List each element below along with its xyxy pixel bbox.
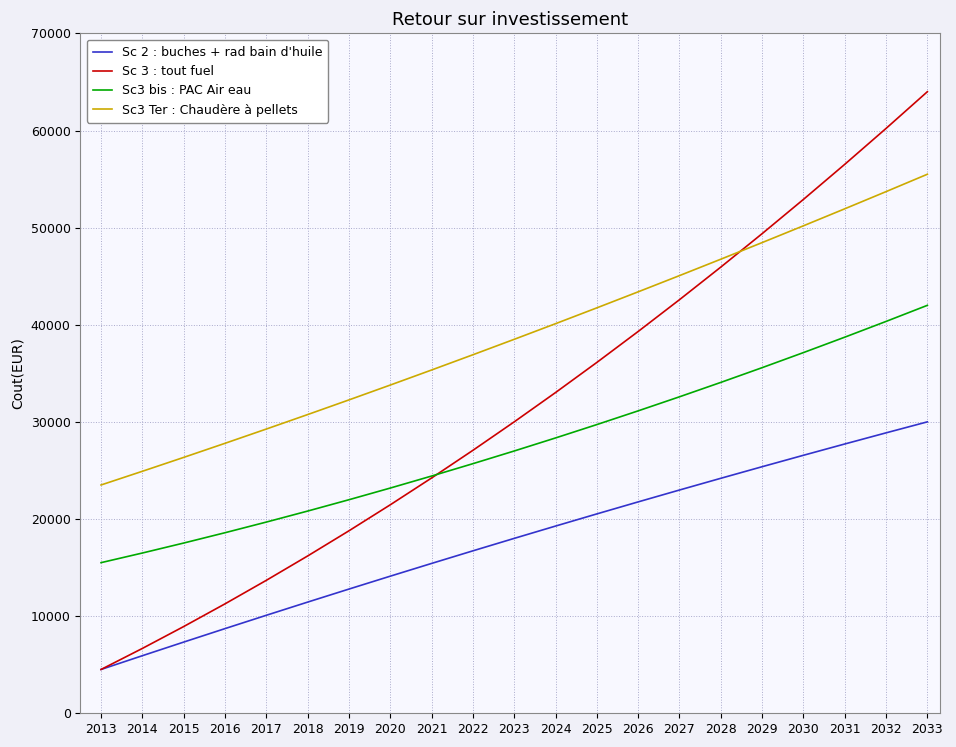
Sc3 bis : PAC Air eau: (2.02e+03, 2.44e+04): PAC Air eau: (2.02e+03, 2.44e+04) bbox=[425, 471, 437, 480]
Sc 2 : buches + rad bain d'huile: (2.03e+03, 2.77e+04): buches + rad bain d'huile: (2.03e+03, 2.… bbox=[839, 439, 851, 448]
Sc3 Ter : Chaudère à pellets: (2.03e+03, 5.55e+04): Chaudère à pellets: (2.03e+03, 5.55e+04) bbox=[922, 170, 933, 179]
Sc 3 : tout fuel: (2.03e+03, 6.4e+04): tout fuel: (2.03e+03, 6.4e+04) bbox=[922, 87, 933, 96]
Sc3 bis : PAC Air eau: (2.02e+03, 2.83e+04): PAC Air eau: (2.02e+03, 2.83e+04) bbox=[550, 433, 561, 442]
Sc3 bis : PAC Air eau: (2.03e+03, 3.26e+04): PAC Air eau: (2.03e+03, 3.26e+04) bbox=[674, 392, 685, 401]
Sc3 Ter : Chaudère à pellets: (2.02e+03, 3.08e+04): Chaudère à pellets: (2.02e+03, 3.08e+04) bbox=[302, 410, 314, 419]
Sc 2 : buches + rad bain d'huile: (2.02e+03, 1.67e+04): buches + rad bain d'huile: (2.02e+03, 1.… bbox=[467, 546, 479, 555]
Sc 2 : buches + rad bain d'huile: (2.02e+03, 8.71e+03): buches + rad bain d'huile: (2.02e+03, 8.… bbox=[219, 624, 230, 633]
Sc 2 : buches + rad bain d'huile: (2.03e+03, 2.18e+04): buches + rad bain d'huile: (2.03e+03, 2.… bbox=[633, 498, 644, 506]
Sc 3 : tout fuel: (2.03e+03, 5.65e+04): tout fuel: (2.03e+03, 5.65e+04) bbox=[839, 160, 851, 169]
Sc 2 : buches + rad bain d'huile: (2.02e+03, 1.54e+04): buches + rad bain d'huile: (2.02e+03, 1.… bbox=[425, 559, 437, 568]
Sc 3 : tout fuel: (2.02e+03, 2.71e+04): tout fuel: (2.02e+03, 2.71e+04) bbox=[467, 446, 479, 455]
Sc3 bis : PAC Air eau: (2.01e+03, 1.55e+04): PAC Air eau: (2.01e+03, 1.55e+04) bbox=[96, 558, 107, 567]
Sc 3 : tout fuel: (2.02e+03, 3e+04): tout fuel: (2.02e+03, 3e+04) bbox=[509, 418, 520, 427]
Sc3 Ter : Chaudère à pellets: (2.02e+03, 2.93e+04): Chaudère à pellets: (2.02e+03, 2.93e+04) bbox=[261, 424, 272, 433]
Sc3 bis : PAC Air eau: (2.02e+03, 1.86e+04): PAC Air eau: (2.02e+03, 1.86e+04) bbox=[219, 528, 230, 537]
Sc3 Ter : Chaudère à pellets: (2.03e+03, 4.68e+04): Chaudère à pellets: (2.03e+03, 4.68e+04) bbox=[715, 255, 727, 264]
Sc 3 : tout fuel: (2.03e+03, 4.94e+04): tout fuel: (2.03e+03, 4.94e+04) bbox=[756, 229, 768, 238]
Sc3 Ter : Chaudère à pellets: (2.03e+03, 4.51e+04): Chaudère à pellets: (2.03e+03, 4.51e+04) bbox=[674, 271, 685, 280]
Sc 2 : buches + rad bain d'huile: (2.03e+03, 2.42e+04): buches + rad bain d'huile: (2.03e+03, 2.… bbox=[715, 474, 727, 483]
Sc3 Ter : Chaudère à pellets: (2.02e+03, 3.23e+04): Chaudère à pellets: (2.02e+03, 3.23e+04) bbox=[343, 395, 355, 404]
Sc3 Ter : Chaudère à pellets: (2.03e+03, 5.19e+04): Chaudère à pellets: (2.03e+03, 5.19e+04) bbox=[839, 205, 851, 214]
Sc 3 : tout fuel: (2.01e+03, 6.67e+03): tout fuel: (2.01e+03, 6.67e+03) bbox=[137, 644, 148, 653]
Sc3 Ter : Chaudère à pellets: (2.03e+03, 5.37e+04): Chaudère à pellets: (2.03e+03, 5.37e+04) bbox=[880, 187, 892, 196]
Sc 2 : buches + rad bain d'huile: (2.01e+03, 5.92e+03): buches + rad bain d'huile: (2.01e+03, 5.… bbox=[137, 651, 148, 660]
Sc 3 : tout fuel: (2.03e+03, 4.59e+04): tout fuel: (2.03e+03, 4.59e+04) bbox=[715, 263, 727, 272]
Sc 3 : tout fuel: (2.03e+03, 4.26e+04): tout fuel: (2.03e+03, 4.26e+04) bbox=[674, 295, 685, 304]
Sc3 bis : PAC Air eau: (2.03e+03, 3.71e+04): PAC Air eau: (2.03e+03, 3.71e+04) bbox=[797, 348, 809, 357]
Sc 3 : tout fuel: (2.02e+03, 1.88e+04): tout fuel: (2.02e+03, 1.88e+04) bbox=[343, 527, 355, 536]
Sc3 Ter : Chaudère à pellets: (2.02e+03, 3.38e+04): Chaudère à pellets: (2.02e+03, 3.38e+04) bbox=[384, 380, 396, 389]
Sc3 bis : PAC Air eau: (2.02e+03, 1.97e+04): PAC Air eau: (2.02e+03, 1.97e+04) bbox=[261, 518, 272, 527]
Sc 2 : buches + rad bain d'huile: (2.02e+03, 1.8e+04): buches + rad bain d'huile: (2.02e+03, 1.… bbox=[509, 534, 520, 543]
Sc3 Ter : Chaudère à pellets: (2.02e+03, 4.17e+04): Chaudère à pellets: (2.02e+03, 4.17e+04) bbox=[591, 303, 602, 312]
Sc 2 : buches + rad bain d'huile: (2.01e+03, 4.5e+03): buches + rad bain d'huile: (2.01e+03, 4.… bbox=[96, 665, 107, 674]
Sc3 bis : PAC Air eau: (2.03e+03, 4.2e+04): PAC Air eau: (2.03e+03, 4.2e+04) bbox=[922, 301, 933, 310]
Sc3 bis : PAC Air eau: (2.02e+03, 2.08e+04): PAC Air eau: (2.02e+03, 2.08e+04) bbox=[302, 506, 314, 515]
Sc3 bis : PAC Air eau: (2.02e+03, 2.2e+04): PAC Air eau: (2.02e+03, 2.2e+04) bbox=[343, 495, 355, 504]
Sc 3 : tout fuel: (2.02e+03, 1.13e+04): tout fuel: (2.02e+03, 1.13e+04) bbox=[219, 599, 230, 608]
Sc 2 : buches + rad bain d'huile: (2.03e+03, 3e+04): buches + rad bain d'huile: (2.03e+03, 3e… bbox=[922, 418, 933, 427]
Sc3 bis : PAC Air eau: (2.03e+03, 3.87e+04): PAC Air eau: (2.03e+03, 3.87e+04) bbox=[839, 332, 851, 341]
Legend: Sc 2 : buches + rad bain d'huile, Sc 3 : tout fuel, Sc3 bis : PAC Air eau, Sc3 T: Sc 2 : buches + rad bain d'huile, Sc 3 :… bbox=[87, 40, 329, 123]
Sc3 bis : PAC Air eau: (2.02e+03, 2.97e+04): PAC Air eau: (2.02e+03, 2.97e+04) bbox=[591, 420, 602, 429]
Sc3 Ter : Chaudère à pellets: (2.02e+03, 2.63e+04): Chaudère à pellets: (2.02e+03, 2.63e+04) bbox=[178, 453, 189, 462]
Title: Retour sur investissement: Retour sur investissement bbox=[392, 11, 628, 29]
Sc3 Ter : Chaudère à pellets: (2.03e+03, 4.85e+04): Chaudère à pellets: (2.03e+03, 4.85e+04) bbox=[756, 238, 768, 247]
Sc3 Ter : Chaudère à pellets: (2.03e+03, 4.34e+04): Chaudère à pellets: (2.03e+03, 4.34e+04) bbox=[633, 288, 644, 297]
Sc3 Ter : Chaudère à pellets: (2.02e+03, 3.53e+04): Chaudère à pellets: (2.02e+03, 3.53e+04) bbox=[425, 365, 437, 374]
Sc 3 : tout fuel: (2.02e+03, 2.42e+04): tout fuel: (2.02e+03, 2.42e+04) bbox=[425, 474, 437, 483]
Sc 3 : tout fuel: (2.03e+03, 6.02e+04): tout fuel: (2.03e+03, 6.02e+04) bbox=[880, 124, 892, 133]
Sc 2 : buches + rad bain d'huile: (2.02e+03, 1.28e+04): buches + rad bain d'huile: (2.02e+03, 1.… bbox=[343, 585, 355, 594]
Sc 2 : buches + rad bain d'huile: (2.02e+03, 2.05e+04): buches + rad bain d'huile: (2.02e+03, 2.… bbox=[591, 509, 602, 518]
Sc3 Ter : Chaudère à pellets: (2.01e+03, 2.49e+04): Chaudère à pellets: (2.01e+03, 2.49e+04) bbox=[137, 467, 148, 476]
Sc3 bis : PAC Air eau: (2.02e+03, 1.75e+04): PAC Air eau: (2.02e+03, 1.75e+04) bbox=[178, 539, 189, 548]
Sc 2 : buches + rad bain d'huile: (2.02e+03, 1.41e+04): buches + rad bain d'huile: (2.02e+03, 1.… bbox=[384, 571, 396, 580]
Sc3 bis : PAC Air eau: (2.03e+03, 4.03e+04): PAC Air eau: (2.03e+03, 4.03e+04) bbox=[880, 317, 892, 326]
Sc3 bis : PAC Air eau: (2.03e+03, 3.11e+04): PAC Air eau: (2.03e+03, 3.11e+04) bbox=[633, 406, 644, 415]
Sc 3 : tout fuel: (2.02e+03, 8.92e+03): tout fuel: (2.02e+03, 8.92e+03) bbox=[178, 622, 189, 631]
Sc 2 : buches + rad bain d'huile: (2.03e+03, 2.3e+04): buches + rad bain d'huile: (2.03e+03, 2.… bbox=[674, 486, 685, 495]
Sc3 bis : PAC Air eau: (2.02e+03, 2.32e+04): PAC Air eau: (2.02e+03, 2.32e+04) bbox=[384, 483, 396, 492]
Sc 2 : buches + rad bain d'huile: (2.02e+03, 1.01e+04): buches + rad bain d'huile: (2.02e+03, 1.… bbox=[261, 611, 272, 620]
Sc3 bis : PAC Air eau: (2.02e+03, 2.7e+04): PAC Air eau: (2.02e+03, 2.7e+04) bbox=[509, 447, 520, 456]
Sc 3 : tout fuel: (2.02e+03, 3.61e+04): tout fuel: (2.02e+03, 3.61e+04) bbox=[591, 358, 602, 367]
Sc3 Ter : Chaudère à pellets: (2.02e+03, 3.69e+04): Chaudère à pellets: (2.02e+03, 3.69e+04) bbox=[467, 350, 479, 359]
Sc 2 : buches + rad bain d'huile: (2.03e+03, 2.54e+04): buches + rad bain d'huile: (2.03e+03, 2.… bbox=[756, 462, 768, 471]
Sc3 bis : PAC Air eau: (2.02e+03, 2.57e+04): PAC Air eau: (2.02e+03, 2.57e+04) bbox=[467, 459, 479, 468]
Sc3 Ter : Chaudère à pellets: (2.01e+03, 2.35e+04): Chaudère à pellets: (2.01e+03, 2.35e+04) bbox=[96, 480, 107, 489]
Sc3 bis : PAC Air eau: (2.03e+03, 3.56e+04): PAC Air eau: (2.03e+03, 3.56e+04) bbox=[756, 363, 768, 372]
Sc 3 : tout fuel: (2.02e+03, 2.15e+04): tout fuel: (2.02e+03, 2.15e+04) bbox=[384, 500, 396, 509]
Sc 3 : tout fuel: (2.02e+03, 3.3e+04): tout fuel: (2.02e+03, 3.3e+04) bbox=[550, 388, 561, 397]
Line: Sc 3 : tout fuel: Sc 3 : tout fuel bbox=[101, 92, 927, 669]
Sc3 bis : PAC Air eau: (2.01e+03, 1.65e+04): PAC Air eau: (2.01e+03, 1.65e+04) bbox=[137, 548, 148, 557]
Sc 3 : tout fuel: (2.03e+03, 5.29e+04): tout fuel: (2.03e+03, 5.29e+04) bbox=[797, 195, 809, 204]
Sc 3 : tout fuel: (2.02e+03, 1.37e+04): tout fuel: (2.02e+03, 1.37e+04) bbox=[261, 576, 272, 585]
Line: Sc 2 : buches + rad bain d'huile: Sc 2 : buches + rad bain d'huile bbox=[101, 422, 927, 669]
Sc 2 : buches + rad bain d'huile: (2.02e+03, 1.93e+04): buches + rad bain d'huile: (2.02e+03, 1.… bbox=[550, 521, 561, 530]
Sc3 Ter : Chaudère à pellets: (2.02e+03, 2.78e+04): Chaudère à pellets: (2.02e+03, 2.78e+04) bbox=[219, 438, 230, 447]
Y-axis label: Cout(EUR): Cout(EUR) bbox=[11, 338, 25, 409]
Line: Sc3 bis : PAC Air eau: Sc3 bis : PAC Air eau bbox=[101, 306, 927, 562]
Sc 2 : buches + rad bain d'huile: (2.03e+03, 2.89e+04): buches + rad bain d'huile: (2.03e+03, 2.… bbox=[880, 428, 892, 437]
Sc 3 : tout fuel: (2.02e+03, 1.62e+04): tout fuel: (2.02e+03, 1.62e+04) bbox=[302, 551, 314, 560]
Sc 2 : buches + rad bain d'huile: (2.02e+03, 7.32e+03): buches + rad bain d'huile: (2.02e+03, 7.… bbox=[178, 638, 189, 647]
Sc3 Ter : Chaudère à pellets: (2.02e+03, 4.01e+04): Chaudère à pellets: (2.02e+03, 4.01e+04) bbox=[550, 319, 561, 328]
Sc3 Ter : Chaudère à pellets: (2.03e+03, 5.02e+04): Chaudère à pellets: (2.03e+03, 5.02e+04) bbox=[797, 221, 809, 230]
Sc3 Ter : Chaudère à pellets: (2.02e+03, 3.85e+04): Chaudère à pellets: (2.02e+03, 3.85e+04) bbox=[509, 335, 520, 344]
Line: Sc3 Ter : Chaudère à pellets: Sc3 Ter : Chaudère à pellets bbox=[101, 174, 927, 485]
Sc 3 : tout fuel: (2.01e+03, 4.5e+03): tout fuel: (2.01e+03, 4.5e+03) bbox=[96, 665, 107, 674]
Sc 2 : buches + rad bain d'huile: (2.02e+03, 1.14e+04): buches + rad bain d'huile: (2.02e+03, 1.… bbox=[302, 598, 314, 607]
Sc3 bis : PAC Air eau: (2.03e+03, 3.41e+04): PAC Air eau: (2.03e+03, 3.41e+04) bbox=[715, 378, 727, 387]
Sc 2 : buches + rad bain d'huile: (2.03e+03, 2.66e+04): buches + rad bain d'huile: (2.03e+03, 2.… bbox=[797, 450, 809, 459]
Sc 3 : tout fuel: (2.03e+03, 3.93e+04): tout fuel: (2.03e+03, 3.93e+04) bbox=[633, 327, 644, 336]
